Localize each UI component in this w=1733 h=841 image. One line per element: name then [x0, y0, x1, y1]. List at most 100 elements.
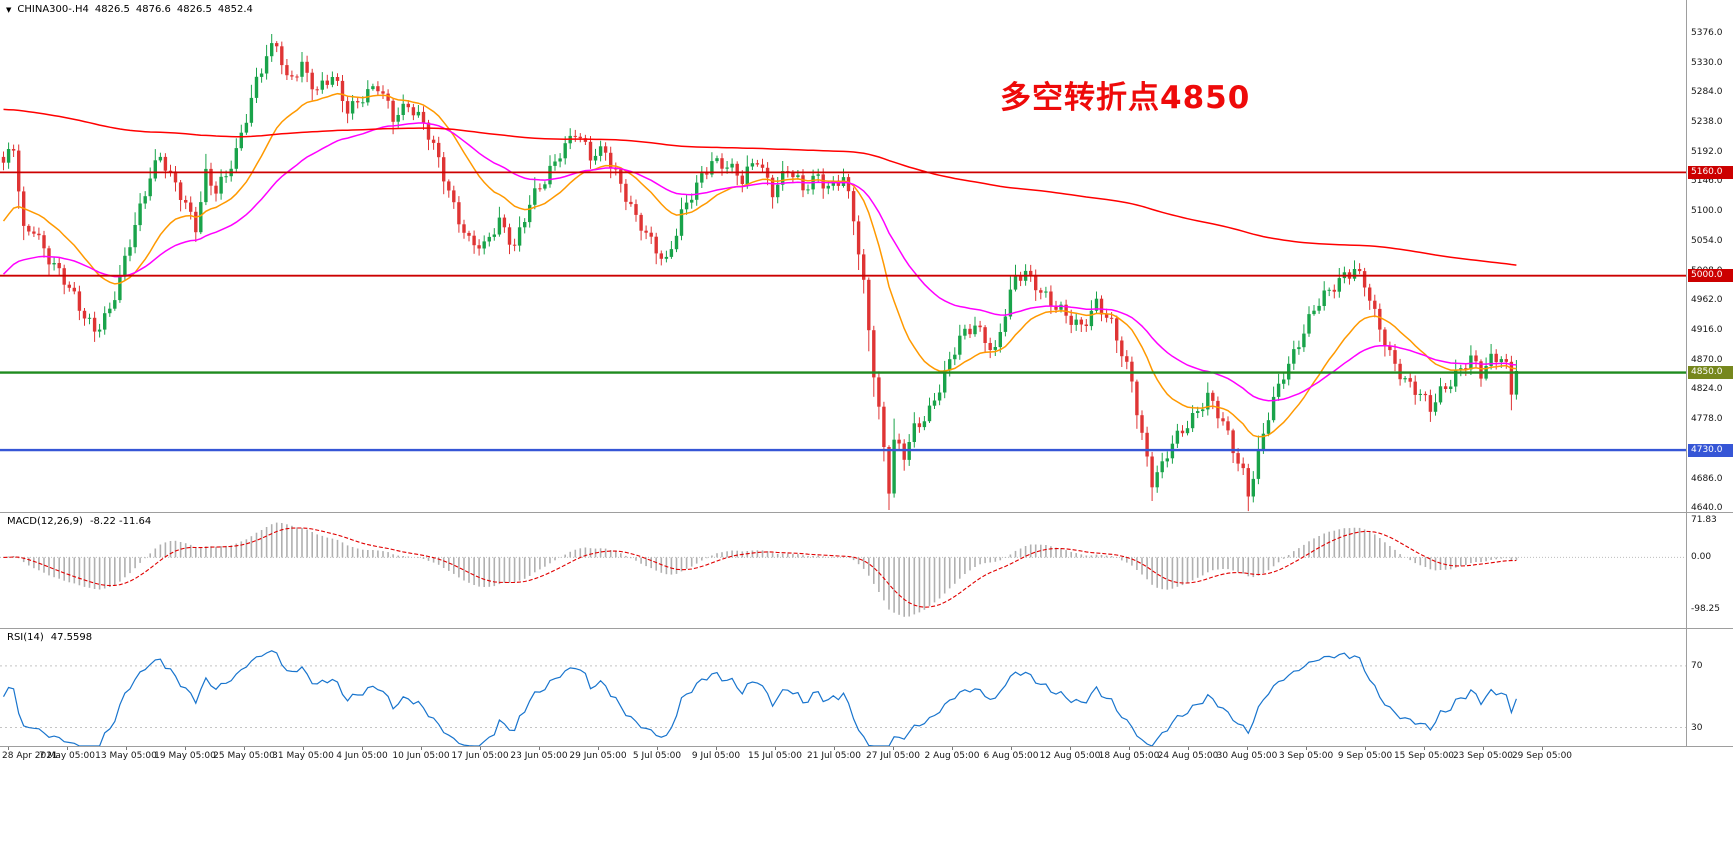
macd-name-label: MACD(12,26,9) [7, 516, 83, 527]
price-tick-label: 4640.0 [1691, 503, 1723, 514]
time-tick [480, 747, 481, 750]
time-tick [303, 747, 304, 750]
time-tick [893, 747, 894, 750]
price-tick-label: 4962.0 [1691, 295, 1723, 306]
panel-separator[interactable] [0, 746, 1733, 747]
time-label: 15 Jul 05:00 [748, 751, 802, 761]
price-level-tag: 5160.0 [1688, 165, 1733, 179]
time-label: 24 Aug 05:00 [1157, 751, 1219, 761]
time-tick [1483, 747, 1484, 750]
price-axis[interactable]: 5376.0 5330.0 5284.0 5238.0 5192.0 5146.0 5100… [1686, 0, 1733, 747]
symbol-period-label: CHINA300-.H4 [17, 4, 89, 15]
time-tick [126, 747, 127, 750]
time-label: 18 Aug 05:00 [1098, 751, 1160, 761]
macd-panel[interactable]: MACD(12,26,9) -8.22 -11.64 [0, 513, 1686, 629]
time-tick [1247, 747, 1248, 750]
time-tick [539, 747, 540, 750]
time-tick [775, 747, 776, 750]
price-tick-label: 5284.0 [1691, 87, 1723, 98]
time-tick [67, 747, 68, 750]
price-tick-label: 4824.0 [1691, 384, 1723, 395]
time-label: 28 Apr 2021 [2, 751, 58, 761]
time-tick [598, 747, 599, 750]
time-label: 4 Jun 05:00 [336, 751, 388, 761]
price-tick-label: 5376.0 [1691, 27, 1723, 38]
time-tick [1365, 747, 1366, 750]
time-label: 13 May 05:00 [95, 751, 157, 761]
panel-separator[interactable] [0, 628, 1733, 629]
macd-tick-label: 0.00 [1691, 552, 1712, 563]
time-label: 19 May 05:00 [154, 751, 216, 761]
price-level-tag: 4850.0 [1688, 366, 1733, 380]
price-tick-label: 4870.0 [1691, 354, 1723, 365]
price-tick-label: 5330.0 [1691, 57, 1723, 68]
ohlc-high: 4876.6 [135, 4, 171, 15]
price-chart[interactable] [0, 0, 1686, 513]
time-label: 7 May 05:00 [39, 751, 95, 761]
time-label: 3 Sep 05:00 [1278, 751, 1334, 761]
price-tick-label: 5192.0 [1691, 146, 1723, 157]
time-label: 31 May 05:00 [272, 751, 334, 761]
rsi-chart[interactable] [0, 629, 1686, 746]
time-label: 21 Jul 05:00 [807, 751, 861, 761]
time-tick [8, 747, 9, 750]
panel-separator[interactable] [0, 512, 1733, 513]
time-label: 29 Sep 05:00 [1511, 751, 1573, 761]
macd-values: -8.22 -11.64 [89, 516, 152, 527]
time-tick [1542, 747, 1543, 750]
time-label: 9 Sep 05:00 [1337, 751, 1393, 761]
time-tick [952, 747, 953, 750]
macd-tick-label: 71.83 [1691, 514, 1717, 525]
ohlc-readout: ▼ CHINA300-.H4 4826.5 4876.6 4826.5 4852… [6, 4, 253, 15]
time-tick [244, 747, 245, 750]
time-label: 10 Jun 05:00 [392, 751, 450, 761]
time-tick [1070, 747, 1071, 750]
time-tick [1129, 747, 1130, 750]
time-label: 23 Sep 05:00 [1452, 751, 1514, 761]
time-label: 17 Jun 05:00 [451, 751, 509, 761]
price-level-tag: 5000.0 [1688, 269, 1733, 283]
macd-chart[interactable] [0, 513, 1686, 628]
time-tick [1011, 747, 1012, 750]
time-tick [185, 747, 186, 750]
rsi-value: 47.5598 [50, 632, 93, 643]
macd-tick-label: -98.25 [1691, 603, 1721, 614]
time-tick [834, 747, 835, 750]
macd-readout: MACD(12,26,9) -8.22 -11.64 [7, 516, 151, 527]
price-tick-label: 5100.0 [1691, 206, 1723, 217]
time-label: 9 Jul 05:00 [691, 751, 741, 761]
price-tick-label: 5146.0 [1691, 176, 1723, 187]
time-axis[interactable]: 28 Apr 2021 7 May 05:00 13 May 05:00 19 May… [0, 747, 1686, 765]
ohlc-close: 4852.4 [217, 4, 253, 15]
time-label: 30 Aug 05:00 [1216, 751, 1278, 761]
time-tick [421, 747, 422, 750]
chart-annotation-text[interactable]: 多空转折点4850 [1000, 80, 1251, 116]
time-tick [1306, 747, 1307, 750]
rsi-tick-label: 30 [1691, 722, 1703, 733]
price-tick-label: 4916.0 [1691, 325, 1723, 335]
rsi-readout: RSI(14) 47.5598 [7, 632, 92, 643]
ohlc-low: 4826.5 [176, 4, 212, 15]
rsi-name-label: RSI(14) [7, 632, 44, 643]
expand-panel-icon[interactable]: ▼ [6, 5, 12, 14]
time-label: 12 Aug 05:00 [1039, 751, 1101, 761]
time-label: 15 Sep 05:00 [1393, 751, 1455, 761]
time-label: 5 Jul 05:00 [632, 751, 682, 761]
time-tick [657, 747, 658, 750]
time-label: 25 May 05:00 [213, 751, 275, 761]
time-label: 2 Aug 05:00 [924, 751, 980, 761]
time-label: 27 Jul 05:00 [866, 751, 920, 761]
time-tick [362, 747, 363, 750]
time-label: 29 Jun 05:00 [569, 751, 627, 761]
time-label: 23 Jun 05:00 [510, 751, 568, 761]
ohlc-open: 4826.5 [94, 4, 130, 15]
price-panel[interactable]: ▼ CHINA300-.H4 4826.5 4876.6 4826.5 4852… [0, 0, 1686, 513]
price-tick-label: 4778.0 [1691, 414, 1723, 425]
price-tick-label: 5238.0 [1691, 117, 1723, 127]
price-tick-label: 5054.0 [1691, 235, 1723, 246]
rsi-panel[interactable]: RSI(14) 47.5598 [0, 629, 1686, 747]
price-tick-label: 4686.0 [1691, 473, 1723, 484]
rsi-tick-label: 70 [1691, 660, 1703, 671]
time-tick [1424, 747, 1425, 750]
time-label: 6 Aug 05:00 [983, 751, 1039, 761]
